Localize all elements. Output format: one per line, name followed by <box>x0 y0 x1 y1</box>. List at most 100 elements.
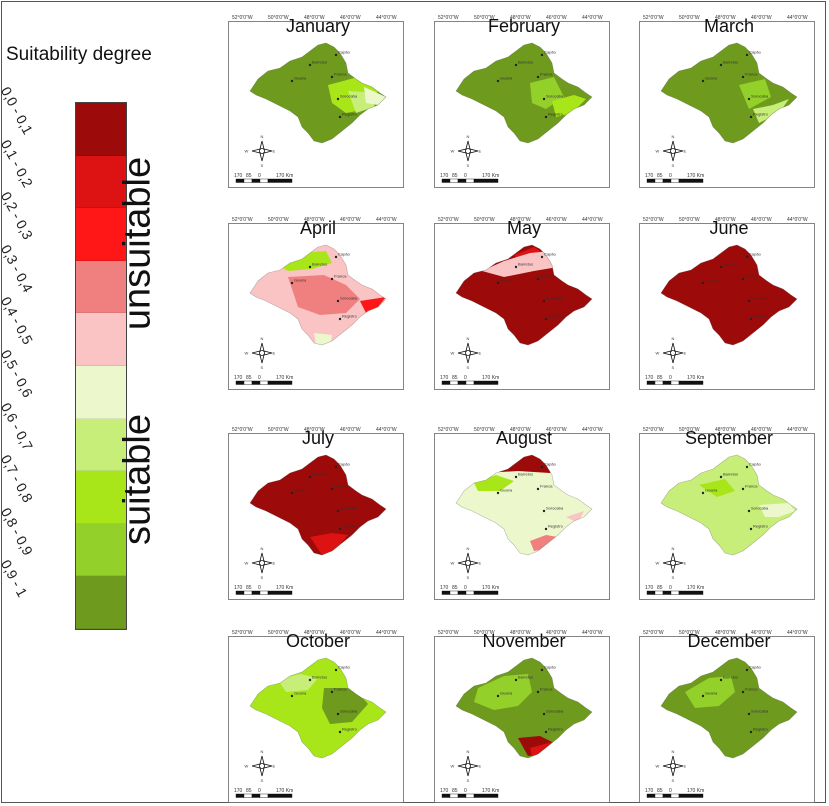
north-arrow-icon: N S W E <box>451 546 482 580</box>
longitude-tick: 44°0'0"W <box>376 15 397 21</box>
scale-bar-segment <box>457 793 467 798</box>
scale-bar-segment <box>267 590 293 595</box>
longitude-tick: 52°0'0"W <box>232 630 253 636</box>
scale-label: 170 Km <box>276 585 293 591</box>
longitude-tick: 44°0'0"W <box>582 15 603 21</box>
city-label: Barretos <box>312 472 327 477</box>
scale-label: 0 <box>669 788 672 794</box>
city-label: Sorocaba <box>546 296 564 301</box>
scale-label: 85 <box>246 788 252 794</box>
state-outline <box>455 42 593 144</box>
suitability-zone <box>360 297 386 313</box>
scale-bar-segment <box>235 178 245 183</box>
compass-letter: N <box>261 546 264 551</box>
north-arrow-icon: N S W E <box>451 749 482 783</box>
compass-letter: S <box>261 778 264 783</box>
city-label: Sorocaba <box>751 296 769 301</box>
scale-bar-segment <box>473 178 499 183</box>
map-panel-january: 52°0'0"W 50°0'0"W 48°0'0"W 46°0'0"W 44°0'0"W… <box>228 13 408 191</box>
city-marker <box>749 115 753 119</box>
scale-label: 0 <box>258 788 261 794</box>
longitude-tick: 44°0'0"W <box>787 15 808 21</box>
compass-letter: N <box>467 336 470 341</box>
scale-bar-segment <box>678 793 704 798</box>
map-panel-october: 52°0'0"W 50°0'0"W 48°0'0"W 46°0'0"W 44°0'0"W… <box>228 628 408 806</box>
map-svg: 52°0'0"W 50°0'0"W 48°0'0"W 46°0'0"W 44°0'0"W… <box>434 15 610 188</box>
compass-letter: W <box>451 149 455 154</box>
city-marker <box>496 281 500 285</box>
scale-label: 170 <box>645 788 654 794</box>
compass-letter: E <box>684 561 687 566</box>
city-marker <box>542 97 546 101</box>
city-marker <box>741 487 745 491</box>
city-label: Registro <box>753 727 769 732</box>
scale-label: 170 <box>234 585 243 591</box>
suitability-zone <box>530 535 558 551</box>
city-label: Franca <box>745 72 758 77</box>
scale-bar-segment <box>243 380 253 385</box>
scale-label: 170 <box>440 173 449 179</box>
city-marker <box>496 79 500 83</box>
scale-bar-segment <box>465 178 475 183</box>
map-svg: 52°0'0"W 50°0'0"W 48°0'0"W 46°0'0"W 44°0'0"W… <box>639 217 815 390</box>
scale-label: 170 <box>234 788 243 794</box>
scale-bar-segment <box>251 178 261 183</box>
city-label: Guaíra <box>294 691 307 696</box>
city-label: Guaíra <box>294 76 307 81</box>
map-panel-august: 52°0'0"W 50°0'0"W 48°0'0"W 46°0'0"W 44°0'0"W… <box>434 425 614 603</box>
compass-letter: E <box>273 764 276 769</box>
compass-letter: E <box>273 561 276 566</box>
scale-bar-segment <box>670 380 680 385</box>
map-svg: 52°0'0"W 50°0'0"W 48°0'0"W 46°0'0"W 44°0'0"W… <box>434 217 610 390</box>
compass-letter: W <box>451 764 455 769</box>
city-marker <box>536 690 540 694</box>
map-svg: 52°0'0"W 50°0'0"W 48°0'0"W 46°0'0"W 44°0'0"W… <box>639 630 815 803</box>
compass-letter: W <box>451 561 455 566</box>
city-marker <box>701 491 705 495</box>
scale-bar-segment <box>678 590 704 595</box>
city-label: Capão <box>338 252 351 257</box>
suitability-zone <box>699 479 735 497</box>
suitability-zone <box>322 688 368 724</box>
city-marker <box>719 475 723 479</box>
city-label: Registro <box>753 112 769 117</box>
city-marker <box>749 527 753 531</box>
city-label: Capão <box>749 665 762 670</box>
city-label: Capão <box>338 50 351 55</box>
suitability-zone <box>310 533 348 555</box>
city-marker <box>336 299 340 303</box>
city-marker <box>540 255 544 259</box>
city-label: Franca <box>540 72 553 77</box>
scale-bar-segment <box>449 793 459 798</box>
scale-label: 0 <box>669 585 672 591</box>
scale-bar-segment <box>441 590 451 595</box>
legend-swatch <box>76 576 126 629</box>
city-marker <box>338 527 342 531</box>
scale-label: 170 Km <box>687 585 704 591</box>
north-arrow-icon: N S W E <box>451 134 482 168</box>
compass-letter: E <box>479 561 482 566</box>
longitude-tick: 46°0'0"W <box>546 427 567 433</box>
city-label: Registro <box>753 524 769 529</box>
legend-swatch <box>76 155 126 209</box>
longitude-tick: 48°0'0"W <box>715 15 736 21</box>
scale-bar-segment <box>243 590 253 595</box>
city-marker <box>741 75 745 79</box>
longitude-tick: 50°0'0"W <box>474 15 495 21</box>
scale-label: 170 <box>645 173 654 179</box>
compass-letter: N <box>261 336 264 341</box>
longitude-tick: 48°0'0"W <box>304 630 325 636</box>
city-marker <box>701 694 705 698</box>
scale-label: 85 <box>452 173 458 179</box>
city-marker <box>336 97 340 101</box>
scale-label: 85 <box>246 585 252 591</box>
month-title: September <box>684 428 774 448</box>
city-marker <box>745 465 749 469</box>
city-label: Guaíra <box>500 691 513 696</box>
city-label: Sorocaba <box>340 506 358 511</box>
longitude-tick: 46°0'0"W <box>751 427 772 433</box>
scale-bar-segment <box>654 380 664 385</box>
scale-label: 85 <box>657 788 663 794</box>
city-label: Franca <box>540 687 553 692</box>
scale-label: 0 <box>464 375 467 381</box>
